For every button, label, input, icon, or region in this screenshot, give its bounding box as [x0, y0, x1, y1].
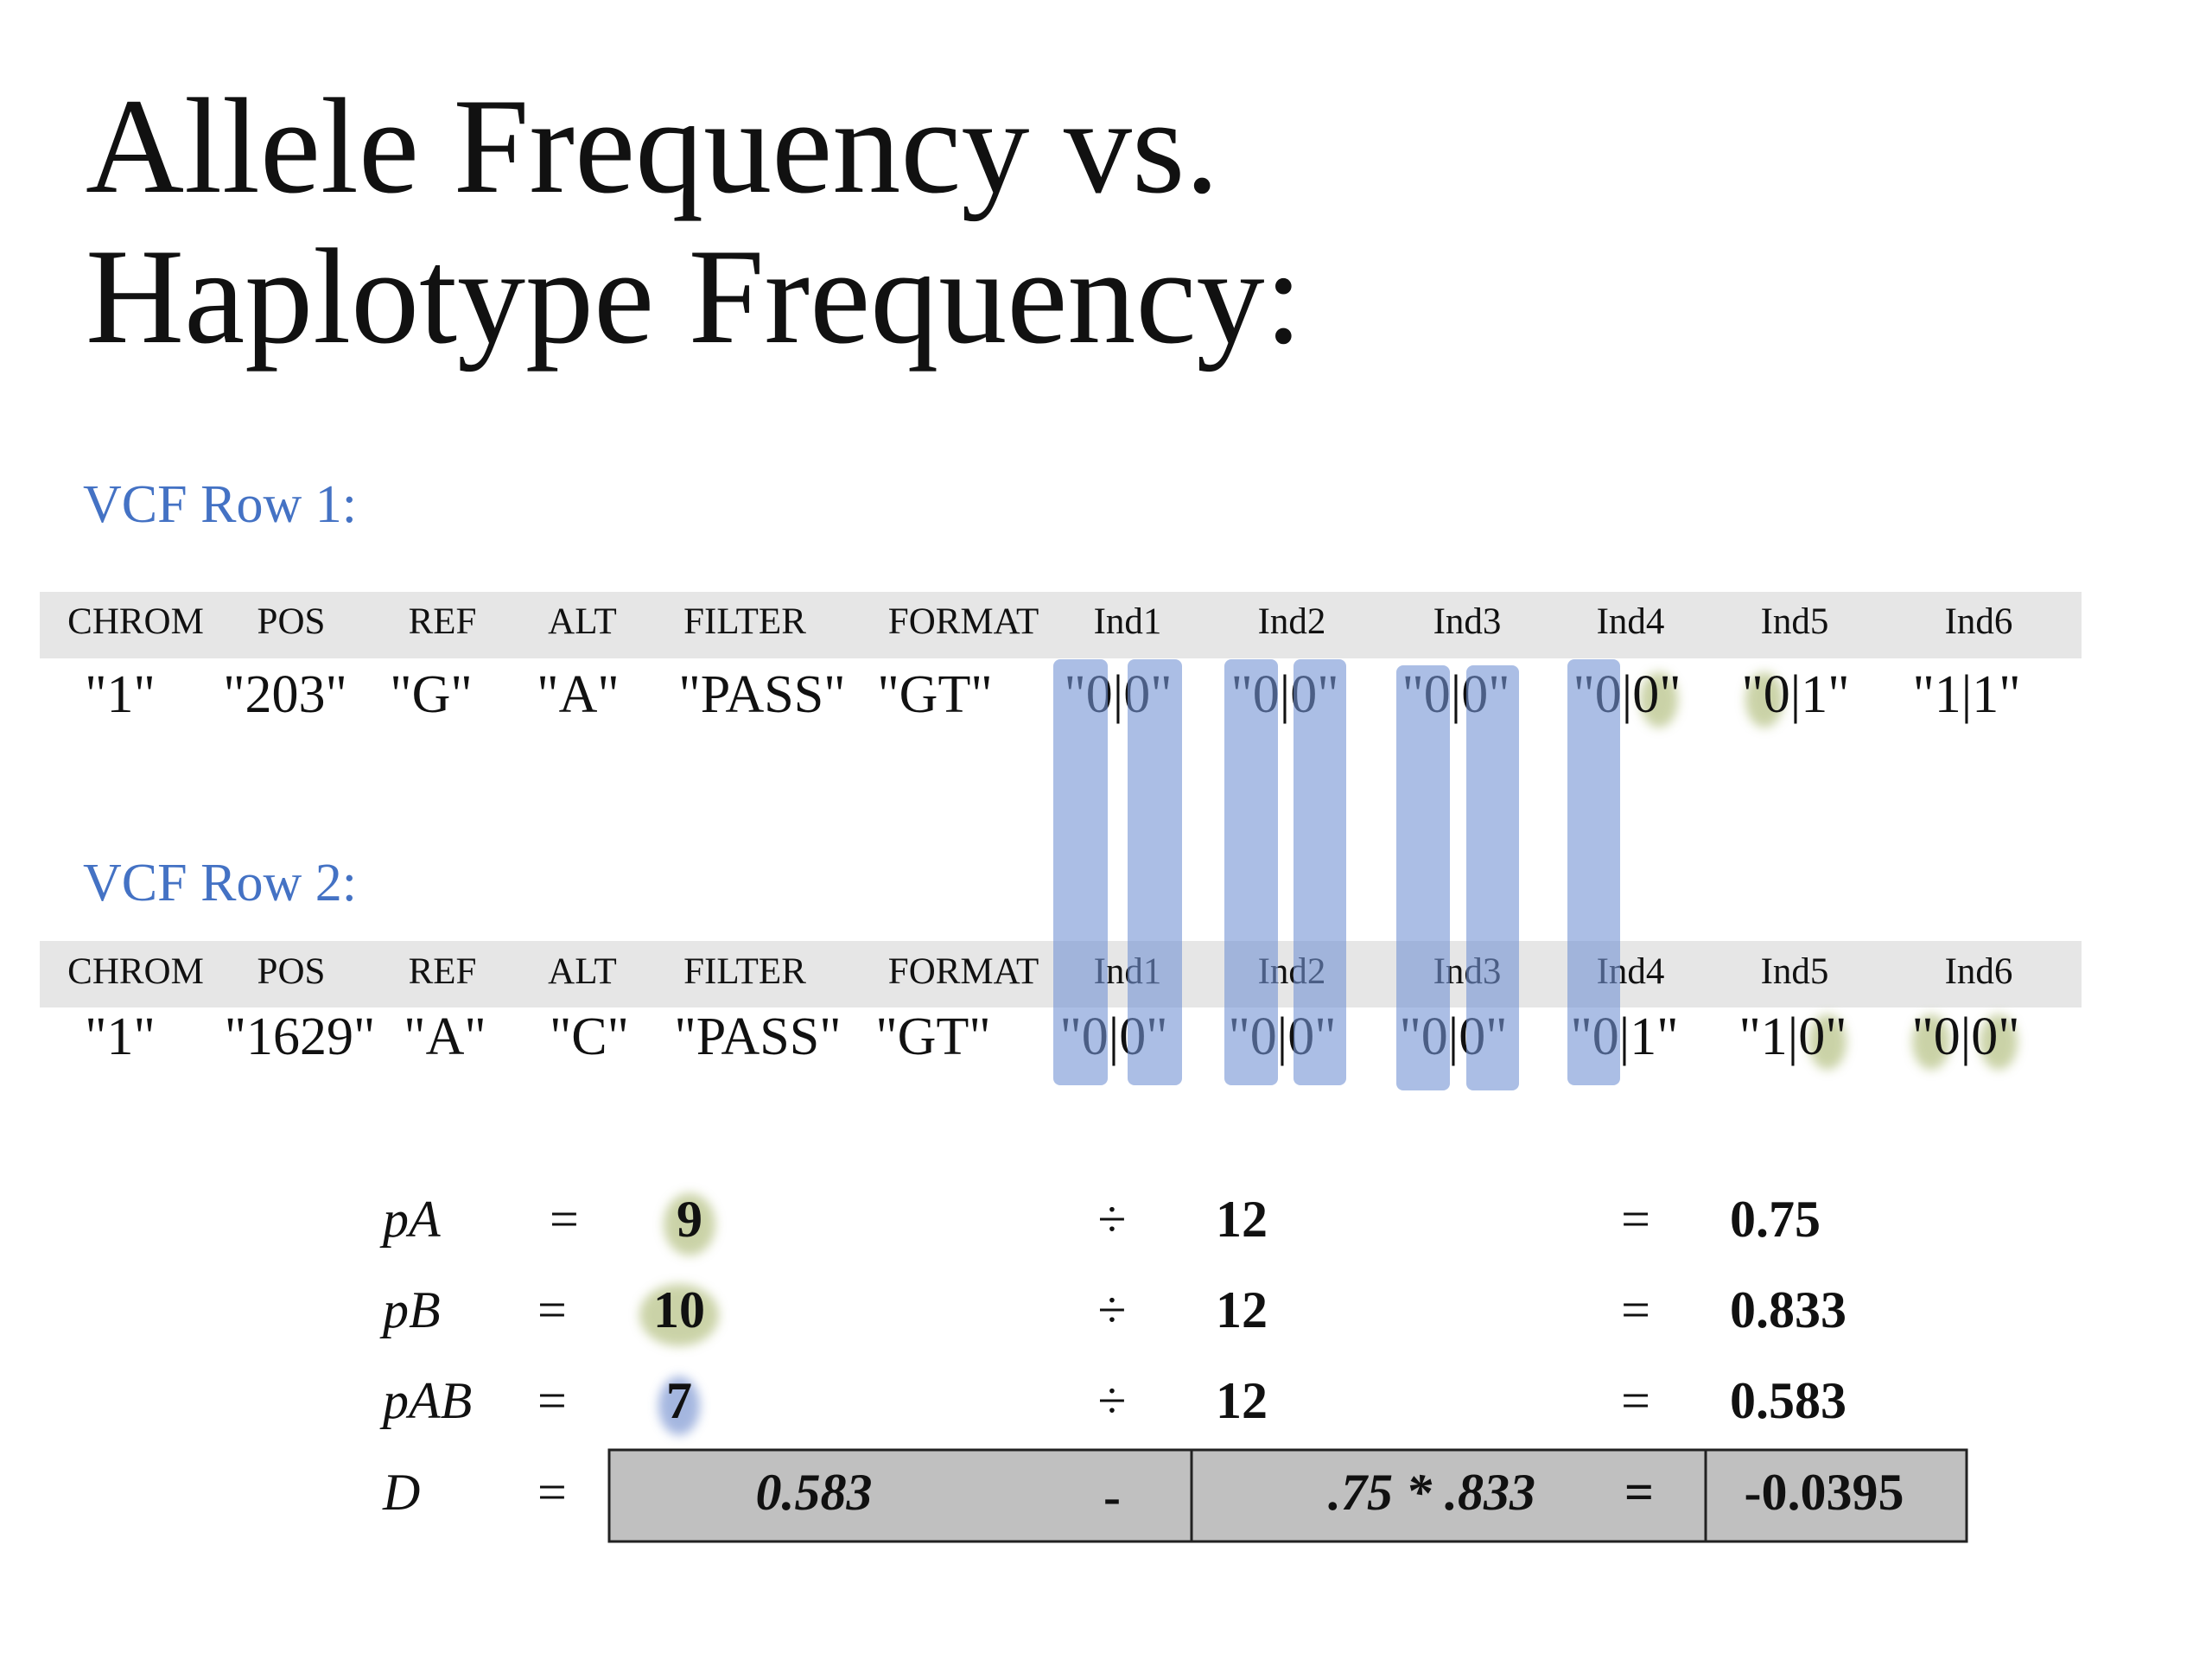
denominator: 12	[1216, 1372, 1268, 1429]
d-result: -0.0395	[1745, 1464, 1904, 1521]
column-header: Ind4	[1597, 601, 1665, 642]
cell-value: "GT"	[875, 1007, 990, 1066]
operator: ÷	[1098, 1281, 1127, 1338]
column-header: Ind2	[1258, 601, 1326, 642]
d-term: 0.583	[756, 1464, 873, 1521]
equals: =	[1621, 1372, 1650, 1429]
column-header: Ind5	[1761, 601, 1829, 642]
row-label: VCF Row 1:	[83, 475, 357, 534]
title-line: Haplotype Frequency:	[86, 221, 1302, 372]
column-header: Ind6	[1945, 951, 2013, 992]
column-header: FORMAT	[888, 951, 1039, 992]
column-header: FILTER	[683, 951, 806, 992]
row-label: VCF Row 2:	[83, 854, 357, 912]
result: 0.833	[1730, 1281, 1847, 1338]
title-line: Allele Frequency vs.	[86, 71, 1219, 222]
d-name: D	[382, 1464, 420, 1521]
d-box	[607, 1448, 1968, 1543]
column-header: REF	[409, 601, 477, 642]
cell-value: "1|1"	[1912, 665, 2020, 724]
equals: =	[550, 1191, 579, 1248]
result: 0.75	[1730, 1191, 1821, 1248]
column-header: ALT	[548, 601, 617, 642]
column-header: Ind3	[1433, 601, 1502, 642]
column-header: Ind6	[1945, 601, 2013, 642]
column-header: FILTER	[683, 601, 806, 642]
variable: pAB	[379, 1372, 472, 1429]
cell-value: "1|0"	[1738, 1007, 1847, 1066]
d-operator: -	[1103, 1468, 1121, 1525]
equations: pA = 9 ÷ 12 = 0.75 pB = 10 ÷ 12 = 0.833 pAB = 7 ÷ 12 = 0.583	[379, 1191, 1847, 1429]
column-header: REF	[409, 951, 477, 992]
column-header: ALT	[548, 951, 617, 992]
equals: =	[1621, 1191, 1650, 1248]
cell-value: "203"	[223, 665, 347, 724]
numerator: 10	[653, 1281, 705, 1338]
column-header: POS	[257, 601, 326, 642]
d-equals: =	[537, 1464, 567, 1521]
numerator: 9	[677, 1191, 702, 1248]
equals: =	[537, 1281, 567, 1338]
d-equals: =	[1624, 1464, 1654, 1521]
header-band	[40, 592, 2082, 658]
cell-value: "C"	[550, 1007, 629, 1066]
denominator: 12	[1216, 1191, 1268, 1248]
cell-value: "0|0"	[1911, 1007, 2019, 1066]
variable: pA	[379, 1191, 441, 1248]
column-header: CHROM	[67, 951, 204, 992]
equals: =	[1621, 1281, 1650, 1338]
d-term: .75 * .833	[1328, 1464, 1535, 1521]
cell-value: "1"	[85, 665, 156, 724]
column-header: CHROM	[67, 601, 204, 642]
column-header: FORMAT	[888, 601, 1039, 642]
operator: ÷	[1098, 1372, 1127, 1429]
cell-value: "PASS"	[674, 1007, 841, 1066]
cell-value: "A"	[404, 1007, 486, 1066]
cell-value: "1"	[85, 1007, 156, 1066]
cell-value: "G"	[390, 665, 472, 724]
cell-value: "0|1"	[1741, 665, 1849, 724]
result: 0.583	[1730, 1372, 1847, 1429]
cell-value: "GT"	[877, 665, 992, 724]
green-highlights	[639, 672, 2018, 1346]
numerator: 7	[666, 1372, 692, 1429]
cell-value: "A"	[537, 665, 619, 724]
equals: =	[537, 1372, 567, 1429]
variable: pB	[379, 1281, 441, 1338]
blue-bars	[1053, 659, 1620, 1090]
cell-value: "PASS"	[678, 665, 845, 724]
operator: ÷	[1098, 1191, 1127, 1248]
column-header: Ind5	[1761, 951, 1829, 992]
cell-value: "1629"	[225, 1007, 376, 1066]
denominator: 12	[1216, 1281, 1268, 1338]
column-header: Ind1	[1094, 601, 1162, 642]
column-header: POS	[257, 951, 326, 992]
blue-highlight	[658, 1376, 700, 1435]
